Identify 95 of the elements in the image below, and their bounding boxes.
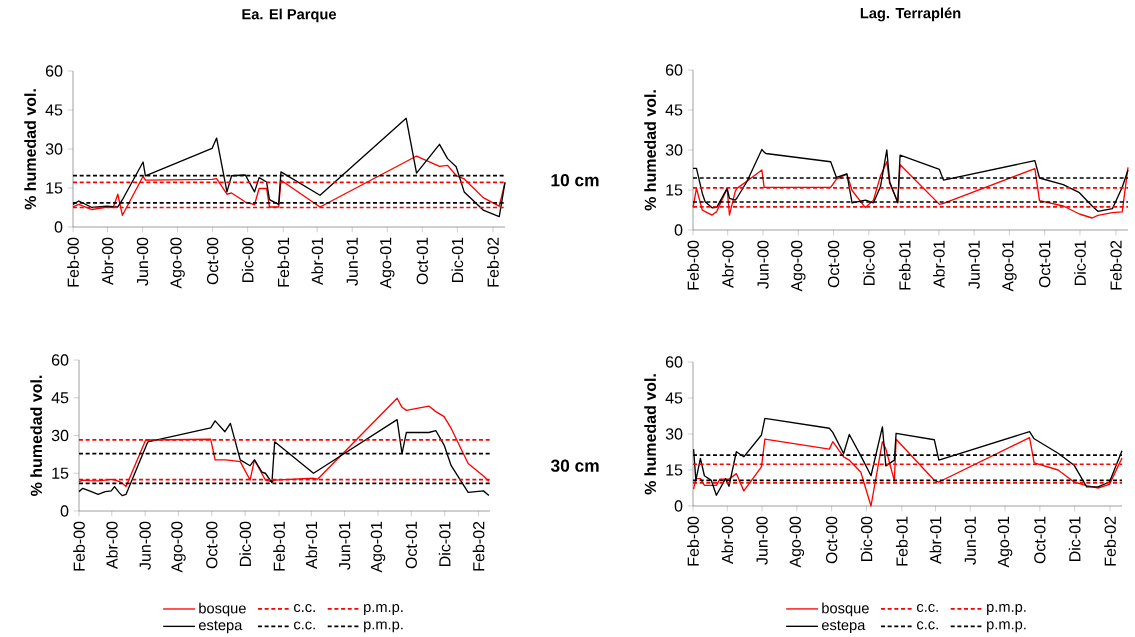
legend-label: p.m.p.	[987, 603, 1026, 615]
y-tick-label: 60	[665, 356, 683, 368]
x-tick-label: Abr-01	[929, 516, 942, 565]
x-tick-label: Feb-00	[687, 240, 699, 290]
x-tick-label: Oct-01	[1034, 516, 1046, 564]
y-tick-label: 15	[46, 182, 63, 194]
x-tick-label: Abr-00	[101, 237, 114, 286]
y-tick-label: 45	[665, 392, 683, 404]
line-series	[692, 417, 1123, 496]
line-series	[78, 418, 490, 497]
text: 30 cm	[550, 459, 599, 472]
x-tick-label: Ago-01	[380, 237, 395, 289]
y-axis-title: % humedad vol.	[644, 90, 656, 211]
y-tick-label: 15	[52, 467, 69, 479]
x-tick-label: Dic-00	[241, 237, 254, 282]
x-tick-label: Ago-00	[791, 240, 806, 292]
legend-label: p.m.p.	[364, 621, 403, 633]
y-tick-label: 30	[51, 429, 69, 442]
x-tick-label: Feb-02	[472, 521, 485, 571]
x-tick-label: Jun-00	[136, 237, 149, 286]
chart-title: Ea. El Parque	[242, 8, 337, 23]
x-tick-label: Feb-02	[1109, 240, 1122, 290]
line-series	[692, 148, 1129, 212]
y-tick-label: 45	[665, 104, 683, 116]
x-tick-label: Feb-00	[73, 521, 85, 571]
x-tick-label: Abr-00	[721, 240, 734, 289]
y-tick-label: 45	[45, 104, 63, 116]
x-tick-label: Abr-01	[932, 240, 945, 289]
y-axis-title: % humedad vol.	[30, 375, 42, 497]
y-tick-label: 30	[45, 143, 63, 155]
x-tick-label: Dic-01	[451, 237, 464, 282]
legend-label: c.c.	[917, 603, 938, 613]
x-tick-label: Ago-01	[370, 521, 386, 573]
legend-label: c.c.	[294, 621, 315, 630]
legend-label: estepa	[821, 620, 866, 634]
x-tick-label: Oct-01	[416, 237, 428, 285]
x-tick-label: Feb-00	[687, 516, 699, 566]
x-tick-label: Abr-00	[105, 521, 118, 570]
y-tick-label: 30	[665, 428, 683, 440]
y-axis-title: % humedad vol.	[644, 374, 656, 495]
y-tick-label: 0	[54, 221, 63, 233]
x-tick-label: Oct-00	[827, 240, 840, 288]
text: 10 cm	[551, 174, 599, 187]
y-tick-label: 60	[45, 65, 63, 77]
legend-label: p.m.p.	[987, 621, 1026, 633]
x-tick-label: Ago-01	[1002, 240, 1017, 292]
x-tick-label: Dic-01	[438, 521, 451, 566]
x-tick-label: Jun-00	[757, 240, 769, 289]
x-tick-label: Feb-01	[895, 516, 908, 566]
chart-title: Lag. Terraplén	[860, 7, 961, 22]
x-tick-label: Abr-01	[311, 237, 324, 286]
x-tick-label: Dic-01	[1068, 516, 1081, 561]
legend-label: c.c.	[917, 621, 938, 630]
y-tick-label: 30	[665, 144, 683, 156]
x-tick-label: Jun-00	[756, 516, 768, 565]
y-tick-label: 0	[60, 505, 69, 517]
x-tick-label: Jun-00	[139, 521, 151, 570]
x-tick-label: Feb-00	[67, 237, 79, 287]
x-tick-label: Dic-01	[1074, 240, 1086, 285]
x-tick-label: Feb-01	[277, 237, 290, 287]
x-tick-label: Jun-01	[968, 240, 980, 289]
legend-label: bosque	[822, 602, 869, 617]
x-tick-label: Oct-01	[405, 521, 417, 569]
x-tick-label: Dic-00	[860, 516, 873, 561]
x-tick-label: Ago-00	[789, 516, 805, 568]
x-tick-label: Oct-00	[206, 521, 218, 569]
x-tick-label: Feb-01	[898, 240, 911, 290]
y-tick-label: 60	[665, 64, 683, 76]
y-tick-label: 15	[666, 184, 683, 196]
y-tick-label: 0	[674, 500, 683, 512]
x-tick-label: Dic-00	[239, 521, 252, 566]
legend-label: p.m.p.	[364, 604, 403, 615]
y-tick-label: 60	[51, 354, 69, 366]
x-tick-label: Ago-00	[171, 521, 186, 573]
legend-label: c.c.	[294, 604, 315, 613]
x-tick-label: Abr-01	[305, 521, 318, 570]
y-tick-label: 0	[674, 224, 683, 236]
legend-label: estepa	[198, 620, 243, 634]
y-tick-label: 15	[666, 464, 683, 476]
x-tick-label: Feb-02	[1104, 516, 1116, 566]
legend-label: bosque	[199, 602, 246, 617]
x-tick-label: Abr-00	[721, 516, 734, 565]
x-tick-label: Dic-00	[862, 240, 875, 285]
x-tick-label: Ago-00	[170, 237, 185, 289]
x-tick-label: Jun-01	[964, 516, 976, 565]
x-tick-label: Feb-02	[487, 237, 499, 287]
x-tick-label: Oct-00	[825, 516, 838, 564]
y-tick-label: 45	[51, 392, 69, 404]
y-axis-title: % humedad vol.	[24, 89, 36, 210]
x-tick-label: Oct-01	[1039, 240, 1051, 288]
x-tick-label: Jun-01	[338, 521, 351, 570]
x-tick-label: Oct-00	[206, 237, 219, 285]
x-tick-label: Ago-01	[997, 516, 1013, 568]
x-tick-label: Feb-01	[273, 521, 285, 571]
x-tick-label: Jun-01	[346, 237, 358, 286]
